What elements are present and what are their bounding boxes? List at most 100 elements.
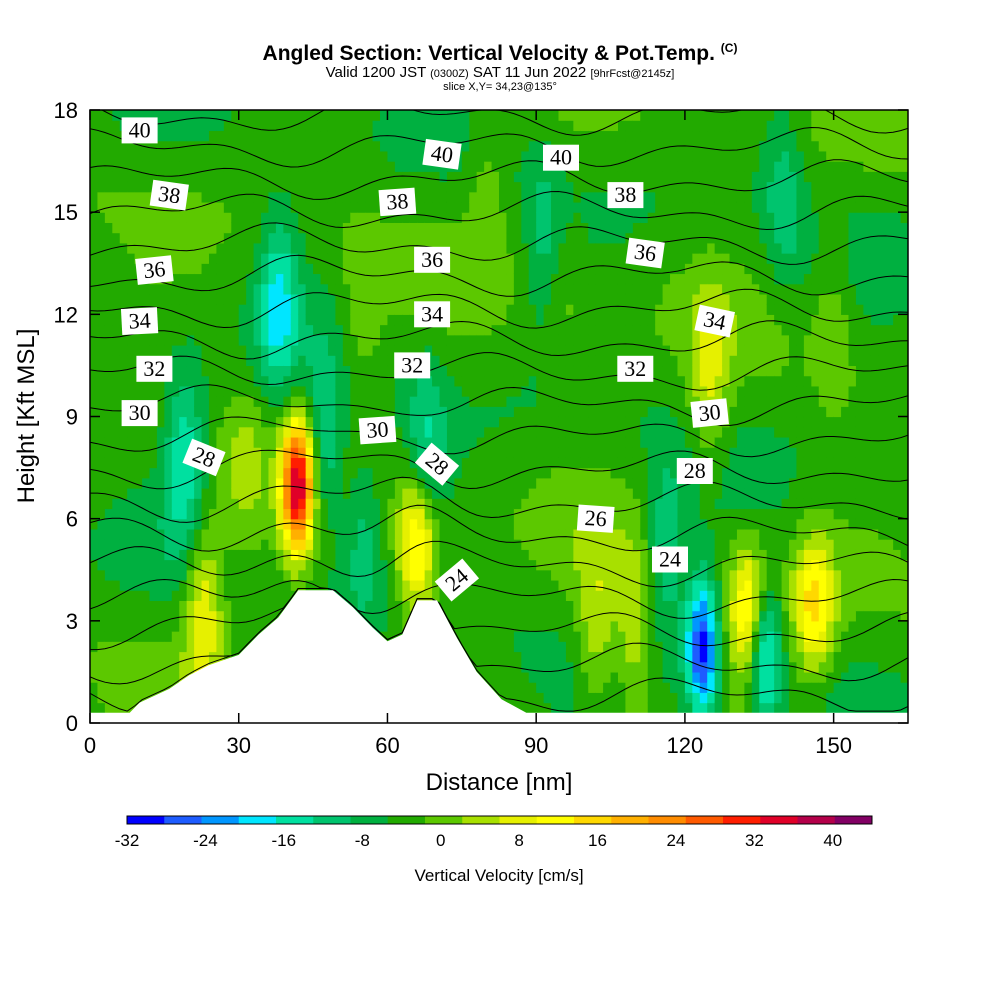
velocity-cell <box>684 406 693 418</box>
velocity-cell <box>223 610 232 622</box>
velocity-cell <box>528 375 537 387</box>
velocity-cell <box>632 682 641 693</box>
velocity-cell <box>246 161 255 172</box>
velocity-cell <box>551 661 560 673</box>
velocity-cell <box>446 232 455 244</box>
velocity-cell <box>655 682 664 693</box>
velocity-cell <box>417 273 426 285</box>
velocity-cell <box>208 406 218 418</box>
velocity-cell <box>662 702 671 714</box>
velocity-cell <box>506 692 515 704</box>
velocity-cell <box>283 140 292 152</box>
velocity-cell <box>551 375 560 387</box>
velocity-cell <box>551 508 560 520</box>
velocity-cell <box>640 590 649 601</box>
velocity-cell <box>699 498 708 510</box>
velocity-cell <box>432 488 441 499</box>
velocity-cell <box>484 212 493 223</box>
velocity-cell <box>610 569 619 581</box>
velocity-cell <box>268 161 277 172</box>
velocity-cell <box>194 477 203 489</box>
velocity-cell <box>677 242 686 254</box>
velocity-cell <box>491 590 500 601</box>
velocity-cell <box>156 488 165 499</box>
velocity-cell <box>394 600 403 612</box>
velocity-cell <box>112 212 121 223</box>
velocity-cell <box>402 324 411 336</box>
velocity-cell <box>610 579 619 591</box>
velocity-cell <box>223 385 232 397</box>
velocity-cell <box>655 579 664 591</box>
velocity-cell <box>543 232 552 244</box>
velocity-cell <box>268 344 277 356</box>
velocity-cell <box>655 334 664 346</box>
velocity-cell <box>149 283 158 295</box>
velocity-cell <box>439 600 448 612</box>
velocity-cell <box>164 222 173 234</box>
velocity-cell <box>268 263 277 275</box>
velocity-cell <box>127 385 136 397</box>
velocity-cell <box>655 508 664 520</box>
velocity-cell <box>394 559 403 571</box>
velocity-cell <box>179 447 188 458</box>
velocity-cell <box>365 457 374 469</box>
velocity-cell <box>394 150 403 162</box>
velocity-cell <box>632 488 641 499</box>
velocity-cell <box>484 324 493 336</box>
velocity-cell <box>112 253 121 264</box>
velocity-cell <box>142 539 151 550</box>
velocity-cell <box>253 416 262 428</box>
velocity-cell <box>97 508 106 520</box>
velocity-cell <box>558 590 567 601</box>
velocity-cell <box>409 222 418 234</box>
velocity-cell <box>439 498 448 510</box>
velocity-cell <box>484 273 493 285</box>
velocity-cell <box>677 130 686 142</box>
velocity-cell <box>491 181 500 193</box>
velocity-cell <box>640 385 649 397</box>
velocity-cell <box>216 150 225 162</box>
velocity-cell <box>632 140 641 152</box>
velocity-cell <box>97 671 106 683</box>
velocity-cell <box>283 263 292 275</box>
velocity-cell <box>670 488 679 499</box>
velocity-cell <box>305 406 314 418</box>
velocity-cell <box>365 334 374 346</box>
velocity-cell <box>521 324 530 336</box>
velocity-cell <box>409 242 418 254</box>
velocity-cell <box>647 610 656 622</box>
velocity-cell <box>551 396 560 407</box>
velocity-cell <box>513 559 522 571</box>
velocity-cell <box>699 569 708 581</box>
velocity-cell <box>580 263 589 275</box>
velocity-cell <box>246 620 255 632</box>
velocity-cell <box>469 518 478 530</box>
velocity-cell <box>558 610 567 622</box>
velocity-cell <box>365 253 374 264</box>
velocity-cell <box>521 212 530 223</box>
velocity-cell <box>506 436 515 448</box>
velocity-cell <box>313 539 322 550</box>
velocity-cell <box>298 569 307 581</box>
velocity-cell <box>335 191 344 203</box>
velocity-cell <box>305 120 314 132</box>
velocity-cell <box>253 559 262 571</box>
velocity-cell <box>104 273 113 285</box>
velocity-cell <box>320 232 329 244</box>
velocity-cell <box>223 201 232 213</box>
velocity-cell <box>335 518 344 530</box>
velocity-cell <box>528 191 537 203</box>
velocity-cell <box>402 436 411 448</box>
velocity-cell <box>223 375 232 387</box>
velocity-cell <box>551 191 560 203</box>
velocity-cell <box>394 447 403 458</box>
velocity-cell <box>513 692 522 704</box>
velocity-cell <box>179 355 188 367</box>
velocity-cell <box>365 181 374 193</box>
velocity-cell <box>424 488 433 499</box>
velocity-cell <box>216 436 225 448</box>
velocity-cell <box>610 406 619 418</box>
velocity-cell <box>134 488 143 499</box>
velocity-cell <box>335 447 344 458</box>
velocity-cell <box>402 569 411 581</box>
